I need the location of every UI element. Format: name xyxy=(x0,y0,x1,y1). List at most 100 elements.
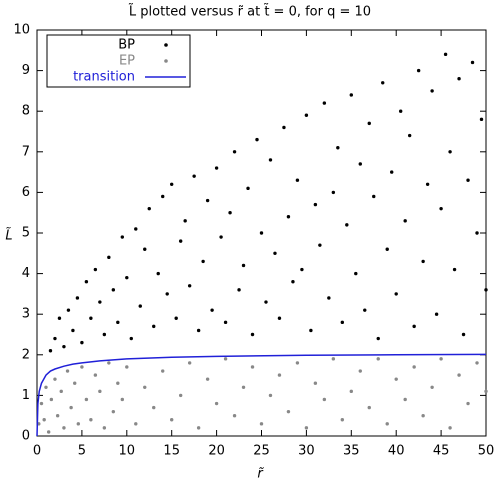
point xyxy=(102,332,107,337)
point xyxy=(425,182,430,186)
point xyxy=(129,336,133,341)
point xyxy=(349,93,353,97)
point xyxy=(394,292,398,296)
point xyxy=(161,369,165,373)
x-tick-label: 45 xyxy=(433,444,450,459)
point xyxy=(187,361,192,365)
point xyxy=(367,121,371,126)
point xyxy=(309,328,313,333)
point xyxy=(304,113,309,117)
point xyxy=(214,401,219,406)
point xyxy=(277,316,282,320)
point xyxy=(457,373,461,377)
point xyxy=(170,418,174,422)
point xyxy=(210,308,214,312)
y-axis-label: L̃ xyxy=(5,228,12,243)
point xyxy=(93,373,98,377)
transition-line xyxy=(36,353,487,437)
point xyxy=(264,300,268,304)
point xyxy=(394,377,398,381)
point xyxy=(398,109,403,113)
point xyxy=(421,414,425,418)
point xyxy=(277,373,282,377)
point xyxy=(273,251,277,255)
point xyxy=(107,255,111,260)
point xyxy=(48,349,53,353)
point xyxy=(120,397,125,402)
x-tick-label: 25 xyxy=(253,444,270,459)
point xyxy=(448,426,452,430)
point xyxy=(475,231,479,235)
x-tick-label: 10 xyxy=(119,444,136,459)
point xyxy=(385,422,389,426)
point xyxy=(416,68,421,73)
point xyxy=(116,381,120,385)
point xyxy=(39,401,44,406)
point xyxy=(116,320,120,325)
y-tick-label: 10 xyxy=(13,23,30,38)
point xyxy=(461,332,466,337)
point xyxy=(412,365,416,369)
plot-frame xyxy=(36,29,487,437)
point xyxy=(322,397,327,402)
point xyxy=(147,206,151,211)
point xyxy=(165,292,169,296)
point xyxy=(286,215,291,219)
legend-swatch xyxy=(164,43,168,47)
point xyxy=(232,414,237,418)
x-tick-label: 50 xyxy=(478,444,495,459)
point xyxy=(205,198,210,203)
point xyxy=(282,125,286,130)
point xyxy=(192,174,196,178)
x-tick-label: 35 xyxy=(343,444,360,459)
point xyxy=(484,389,488,394)
point xyxy=(125,275,129,280)
point xyxy=(178,393,183,398)
point xyxy=(327,296,331,300)
point xyxy=(421,259,425,264)
point xyxy=(434,312,439,316)
point xyxy=(448,150,452,154)
point xyxy=(304,426,309,430)
point xyxy=(59,389,63,394)
point xyxy=(44,385,48,389)
legend-label: BP xyxy=(118,38,135,53)
point xyxy=(466,401,470,406)
point xyxy=(412,324,416,329)
point xyxy=(196,426,201,430)
point xyxy=(84,280,89,284)
point xyxy=(268,393,273,398)
point xyxy=(470,60,475,65)
point xyxy=(259,422,264,426)
x-tick-label: 15 xyxy=(163,444,180,459)
x-tick-label: 40 xyxy=(388,444,405,459)
y-tick-label: 2 xyxy=(22,347,30,362)
point xyxy=(295,178,300,182)
y-tick-label: 6 xyxy=(22,185,30,200)
y-tick-label: 4 xyxy=(22,266,30,281)
y-tick-label: 5 xyxy=(22,226,30,241)
point xyxy=(336,146,340,150)
point xyxy=(107,361,111,365)
point xyxy=(152,324,156,329)
legend-swatch xyxy=(164,59,168,63)
y-tick-label: 8 xyxy=(22,104,30,119)
point xyxy=(376,336,380,341)
point xyxy=(475,361,479,365)
point xyxy=(443,52,448,57)
y-tick-label: 7 xyxy=(22,144,30,159)
point xyxy=(439,357,443,361)
point xyxy=(255,137,259,142)
point xyxy=(214,166,219,170)
point xyxy=(42,418,46,422)
point xyxy=(134,422,138,426)
point xyxy=(66,308,71,312)
point xyxy=(295,361,300,365)
point xyxy=(354,271,358,276)
point xyxy=(138,304,142,308)
point xyxy=(407,133,412,138)
legend-label: transition xyxy=(73,70,135,85)
point xyxy=(76,422,81,426)
point xyxy=(111,288,116,292)
